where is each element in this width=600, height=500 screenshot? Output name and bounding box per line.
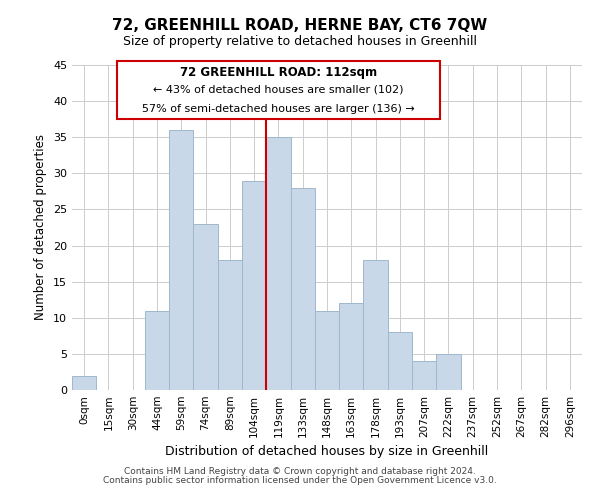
- Bar: [412, 361, 436, 390]
- Text: Contains HM Land Registry data © Crown copyright and database right 2024.: Contains HM Land Registry data © Crown c…: [124, 467, 476, 476]
- Bar: [145, 310, 169, 390]
- Bar: [218, 260, 242, 390]
- Y-axis label: Number of detached properties: Number of detached properties: [34, 134, 47, 320]
- Bar: [72, 376, 96, 390]
- Text: ← 43% of detached houses are smaller (102): ← 43% of detached houses are smaller (10…: [153, 84, 404, 94]
- Bar: [193, 224, 218, 390]
- Bar: [315, 310, 339, 390]
- Text: 72, GREENHILL ROAD, HERNE BAY, CT6 7QW: 72, GREENHILL ROAD, HERNE BAY, CT6 7QW: [112, 18, 488, 32]
- Bar: [364, 260, 388, 390]
- X-axis label: Distribution of detached houses by size in Greenhill: Distribution of detached houses by size …: [166, 446, 488, 458]
- Bar: [388, 332, 412, 390]
- Bar: [169, 130, 193, 390]
- Bar: [436, 354, 461, 390]
- Bar: [266, 137, 290, 390]
- Text: Contains public sector information licensed under the Open Government Licence v3: Contains public sector information licen…: [103, 476, 497, 485]
- Text: 72 GREENHILL ROAD: 112sqm: 72 GREENHILL ROAD: 112sqm: [180, 66, 377, 80]
- Text: Size of property relative to detached houses in Greenhill: Size of property relative to detached ho…: [123, 35, 477, 48]
- Bar: [290, 188, 315, 390]
- Bar: [339, 304, 364, 390]
- FancyBboxPatch shape: [117, 62, 440, 119]
- Bar: [242, 180, 266, 390]
- Text: 57% of semi-detached houses are larger (136) →: 57% of semi-detached houses are larger (…: [142, 104, 415, 114]
